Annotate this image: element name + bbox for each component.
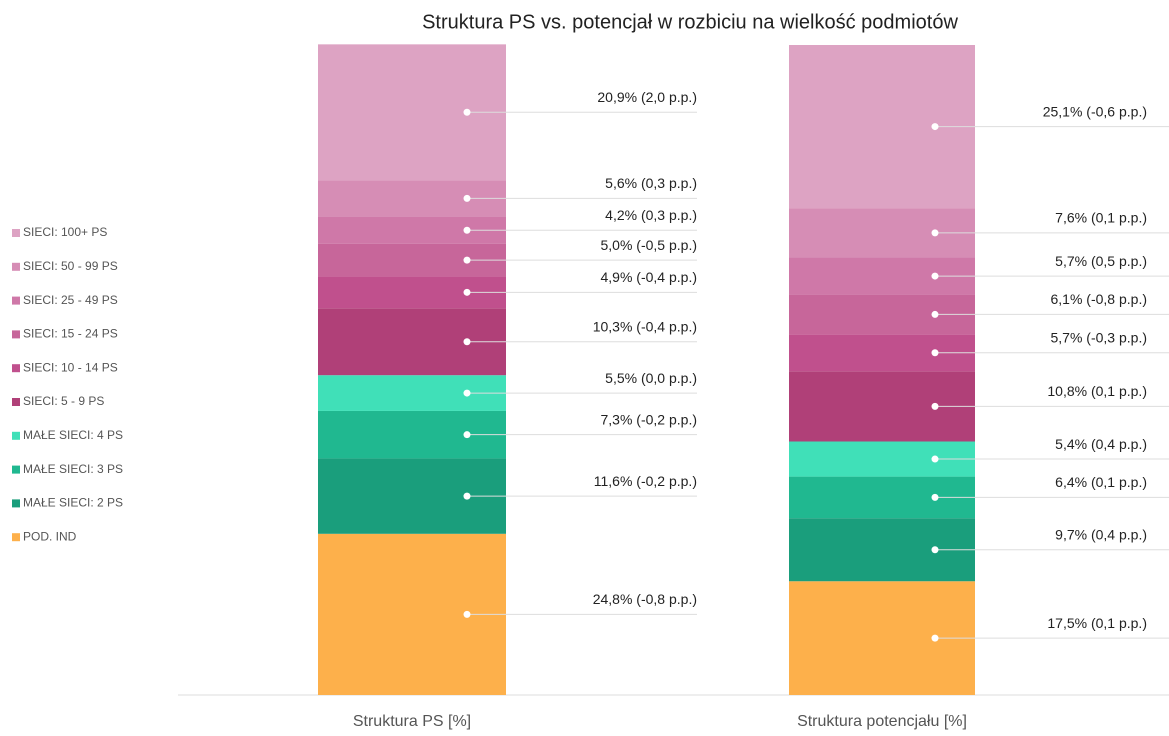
label-dot xyxy=(931,310,939,318)
legend-label: MAŁE SIECI: 2 PS xyxy=(23,496,123,510)
label-dot xyxy=(931,455,939,463)
label-dot xyxy=(931,402,939,410)
data-label: 10,3% (-0,4 p.p.) xyxy=(593,318,697,334)
data-label: 9,7% (0,4 p.p.) xyxy=(1055,526,1147,542)
data-label: 10,8% (0,1 p.p.) xyxy=(1047,383,1147,399)
legend-swatch xyxy=(12,364,20,373)
legend-label: SIECI: 5 - 9 PS xyxy=(23,394,104,408)
label-dot xyxy=(931,546,939,554)
label-dot xyxy=(931,349,939,357)
legend-label: SIECI: 50 - 99 PS xyxy=(23,259,118,273)
legend-swatch xyxy=(12,296,20,305)
label-dot xyxy=(463,108,471,116)
legend-label: SIECI: 15 - 24 PS xyxy=(23,327,118,341)
data-label: 25,1% (-0,6 p.p.) xyxy=(1043,103,1147,119)
data-label: 17,5% (0,1 p.p.) xyxy=(1047,615,1147,631)
data-label: 11,6% (-0,2 p.p.) xyxy=(594,473,697,489)
data-label: 5,7% (0,5 p.p.) xyxy=(1055,253,1147,269)
label-dot xyxy=(931,123,939,131)
data-label: 6,1% (-0,8 p.p.) xyxy=(1051,291,1148,307)
label-dot xyxy=(931,229,939,237)
label-dot xyxy=(463,492,471,500)
data-label: 5,7% (-0,3 p.p.) xyxy=(1051,329,1148,345)
data-label: 6,4% (0,1 p.p.) xyxy=(1055,474,1147,490)
legend-label: POD. IND xyxy=(23,529,77,543)
legend-label: SIECI: 100+ PS xyxy=(23,225,107,239)
label-dot xyxy=(463,226,471,234)
legend-swatch xyxy=(12,398,20,406)
label-dot xyxy=(463,431,471,439)
data-label: 20,9% (2,0 p.p.) xyxy=(597,89,697,105)
legend-swatch xyxy=(12,533,20,542)
label-dot xyxy=(463,338,471,346)
legend-label: SIECI: 10 - 14 PS xyxy=(23,360,118,374)
chart-title: Struktura PS vs. potencjał w rozbiciu na… xyxy=(422,11,958,33)
legend-label: SIECI: 25 - 49 PS xyxy=(23,293,118,307)
label-dot xyxy=(463,288,471,296)
legend-swatch xyxy=(12,431,20,440)
data-label: 24,8% (-0,8 p.p.) xyxy=(593,591,697,607)
legend-swatch xyxy=(12,262,20,271)
legend-swatch xyxy=(12,229,20,237)
data-label: 7,6% (0,1 p.p.) xyxy=(1055,210,1147,226)
data-label: 5,0% (-0,5 p.p.) xyxy=(601,237,698,253)
label-dot xyxy=(931,634,939,642)
label-dot xyxy=(463,389,471,397)
data-label: 5,6% (0,3 p.p.) xyxy=(605,175,697,191)
label-dot xyxy=(931,493,939,501)
data-label: 5,4% (0,4 p.p.) xyxy=(1055,436,1147,452)
x-tick-label: Struktura PS [%] xyxy=(353,713,471,730)
label-dot xyxy=(463,194,471,202)
legend-swatch xyxy=(12,330,20,339)
label-dot xyxy=(463,610,471,618)
legend-label: MAŁE SIECI: 4 PS xyxy=(23,428,123,442)
data-label: 4,9% (-0,4 p.p.) xyxy=(601,269,698,285)
x-tick-label: Struktura potencjału [%] xyxy=(797,713,967,730)
legend-label: MAŁE SIECI: 3 PS xyxy=(23,462,123,476)
data-label: 7,3% (-0,2 p.p.) xyxy=(601,411,698,427)
label-dot xyxy=(931,272,939,280)
legend-swatch xyxy=(12,465,20,474)
label-dot xyxy=(463,256,471,264)
data-label: 5,5% (0,0 p.p.) xyxy=(605,370,697,386)
legend-swatch xyxy=(12,499,20,508)
data-label: 4,2% (0,3 p.p.) xyxy=(605,207,697,223)
